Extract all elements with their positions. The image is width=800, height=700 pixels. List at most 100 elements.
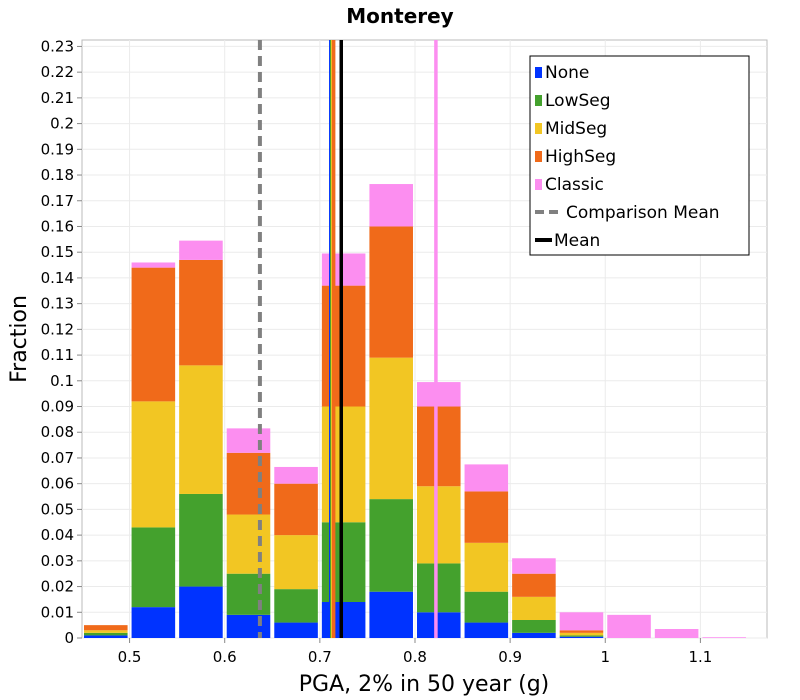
bar-segment-none bbox=[321, 601, 366, 638]
legend-label-none: None bbox=[545, 63, 589, 83]
bar-segment-classic bbox=[464, 464, 509, 492]
bar-segment-none bbox=[274, 622, 318, 638]
bar-segment-none bbox=[84, 635, 128, 638]
y-tick-label: 0.11 bbox=[41, 346, 74, 364]
bar-segment-midseg bbox=[369, 357, 413, 500]
bar-segment-none bbox=[131, 607, 176, 638]
x-tick-label: 0.5 bbox=[118, 648, 142, 666]
bar-segment-highseg bbox=[512, 573, 556, 597]
y-tick-label: 0.14 bbox=[41, 269, 74, 287]
bar-segment-classic bbox=[179, 240, 223, 260]
bar-segment-lowseg bbox=[416, 563, 461, 613]
bar-segment-lowseg bbox=[321, 522, 366, 602]
bar-segment-none bbox=[512, 632, 556, 638]
y-tick-label: 0.02 bbox=[41, 578, 74, 596]
y-tick-label: 0.07 bbox=[41, 449, 74, 467]
legend-swatch-classic bbox=[535, 179, 542, 190]
bar-segment-midseg bbox=[464, 542, 509, 592]
bar-segment-highseg bbox=[559, 630, 604, 633]
bar-segment-midseg bbox=[226, 514, 271, 574]
bar-segment-highseg bbox=[416, 406, 461, 487]
y-tick-label: 0.05 bbox=[41, 500, 74, 518]
y-tick-label: 0.15 bbox=[41, 243, 74, 261]
bar-segment-midseg bbox=[179, 365, 223, 494]
bar-segment-midseg bbox=[131, 401, 176, 528]
legend-label-comparison-mean: Comparison Mean bbox=[566, 203, 720, 223]
bar-segment-classic bbox=[274, 466, 318, 484]
y-axis-label: Fraction bbox=[7, 295, 32, 383]
x-tick-label: 1.1 bbox=[688, 648, 712, 666]
bar-segment-highseg bbox=[274, 483, 318, 536]
bar-segment-classic bbox=[654, 628, 699, 638]
bar-segment-none bbox=[179, 586, 223, 638]
legend-label-classic: Classic bbox=[545, 175, 604, 195]
bar-segment-lowseg bbox=[559, 635, 604, 637]
legend-swatch-highseg bbox=[535, 151, 542, 162]
y-tick-label: 0.1 bbox=[50, 372, 74, 390]
y-tick-label: 0.01 bbox=[41, 603, 74, 621]
bar-segment-highseg bbox=[226, 452, 271, 515]
x-axis-label: PGA, 2% in 50 year (g) bbox=[299, 672, 550, 697]
legend-swatch-midseg bbox=[535, 123, 542, 134]
bar-segment-midseg bbox=[512, 596, 556, 620]
y-tick-label: 0.09 bbox=[41, 398, 74, 416]
y-tick-label: 0.04 bbox=[41, 526, 74, 544]
legend: None LowSeg MidSeg HighSeg Classic Comparison… bbox=[529, 55, 750, 256]
bar-segment-classic bbox=[607, 614, 651, 638]
bar-segment-none bbox=[559, 636, 604, 638]
y-tick-label: 0.18 bbox=[41, 166, 74, 184]
legend-label-lowseg: LowSeg bbox=[545, 91, 611, 111]
x-tick-label: 0.8 bbox=[403, 648, 427, 666]
legend-label-midseg: MidSeg bbox=[545, 119, 607, 139]
bar-segment-midseg bbox=[416, 486, 461, 564]
bar-segment-lowseg bbox=[464, 591, 509, 623]
bar-segment-classic bbox=[321, 253, 366, 286]
bar-segment-highseg bbox=[321, 285, 366, 407]
bar-segment-classic bbox=[416, 382, 461, 407]
x-tick-label: 0.6 bbox=[213, 648, 237, 666]
bar-segment-none bbox=[226, 614, 271, 638]
bar-segment-midseg bbox=[84, 630, 128, 633]
bar-segment-classic bbox=[131, 262, 176, 268]
bar-segment-classic bbox=[702, 637, 746, 638]
bar-segment-lowseg bbox=[84, 632, 128, 636]
y-tick-label: 0.03 bbox=[41, 552, 74, 570]
y-tick-label: 0.06 bbox=[41, 475, 74, 493]
legend-swatch-none bbox=[535, 67, 542, 78]
bar-segment-highseg bbox=[131, 267, 176, 402]
bar-segment-lowseg bbox=[274, 589, 318, 623]
legend-swatch-lowseg bbox=[535, 95, 542, 106]
y-tick-label: 0.13 bbox=[41, 295, 74, 313]
bar-segment-none bbox=[464, 622, 509, 638]
axes: 0 0.01 0.02 0.03 0.04 0.05 0.06 0.07 0.08 0.09 0.1… bbox=[41, 37, 713, 666]
bar-segment-lowseg bbox=[131, 527, 176, 608]
y-tick-label: 0.2 bbox=[50, 115, 74, 133]
bar-segment-highseg bbox=[84, 625, 128, 631]
bar-segment-midseg bbox=[321, 406, 366, 523]
bar-segment-highseg bbox=[369, 226, 413, 358]
legend-label-highseg: HighSeg bbox=[545, 147, 616, 167]
x-tick-label: 1 bbox=[600, 648, 610, 666]
chart-title: Monterey bbox=[346, 4, 453, 28]
bar-segment-lowseg bbox=[369, 499, 413, 592]
bar-segment-highseg bbox=[179, 259, 223, 366]
legend-box bbox=[529, 55, 750, 256]
y-tick-label: 0.23 bbox=[41, 37, 74, 55]
bar-segment-none bbox=[369, 591, 413, 638]
bar-segment-highseg bbox=[464, 491, 509, 543]
bar-segment-classic bbox=[369, 184, 413, 227]
y-tick-label: 0.16 bbox=[41, 217, 74, 235]
y-tick-label: 0.22 bbox=[41, 63, 74, 81]
y-tick-label: 0.21 bbox=[41, 89, 74, 107]
y-tick-label: 0 bbox=[64, 629, 74, 647]
bar-segment-midseg bbox=[559, 632, 604, 636]
bar-segment-midseg bbox=[274, 535, 318, 590]
bar-segment-classic bbox=[512, 558, 556, 574]
x-tick-label: 0.7 bbox=[308, 648, 332, 666]
bar-segment-classic bbox=[559, 612, 604, 631]
bar-segment-none bbox=[416, 612, 461, 638]
y-tick-label: 0.08 bbox=[41, 423, 74, 441]
y-tick-label: 0.19 bbox=[41, 140, 74, 158]
bar-segment-classic bbox=[226, 428, 271, 453]
